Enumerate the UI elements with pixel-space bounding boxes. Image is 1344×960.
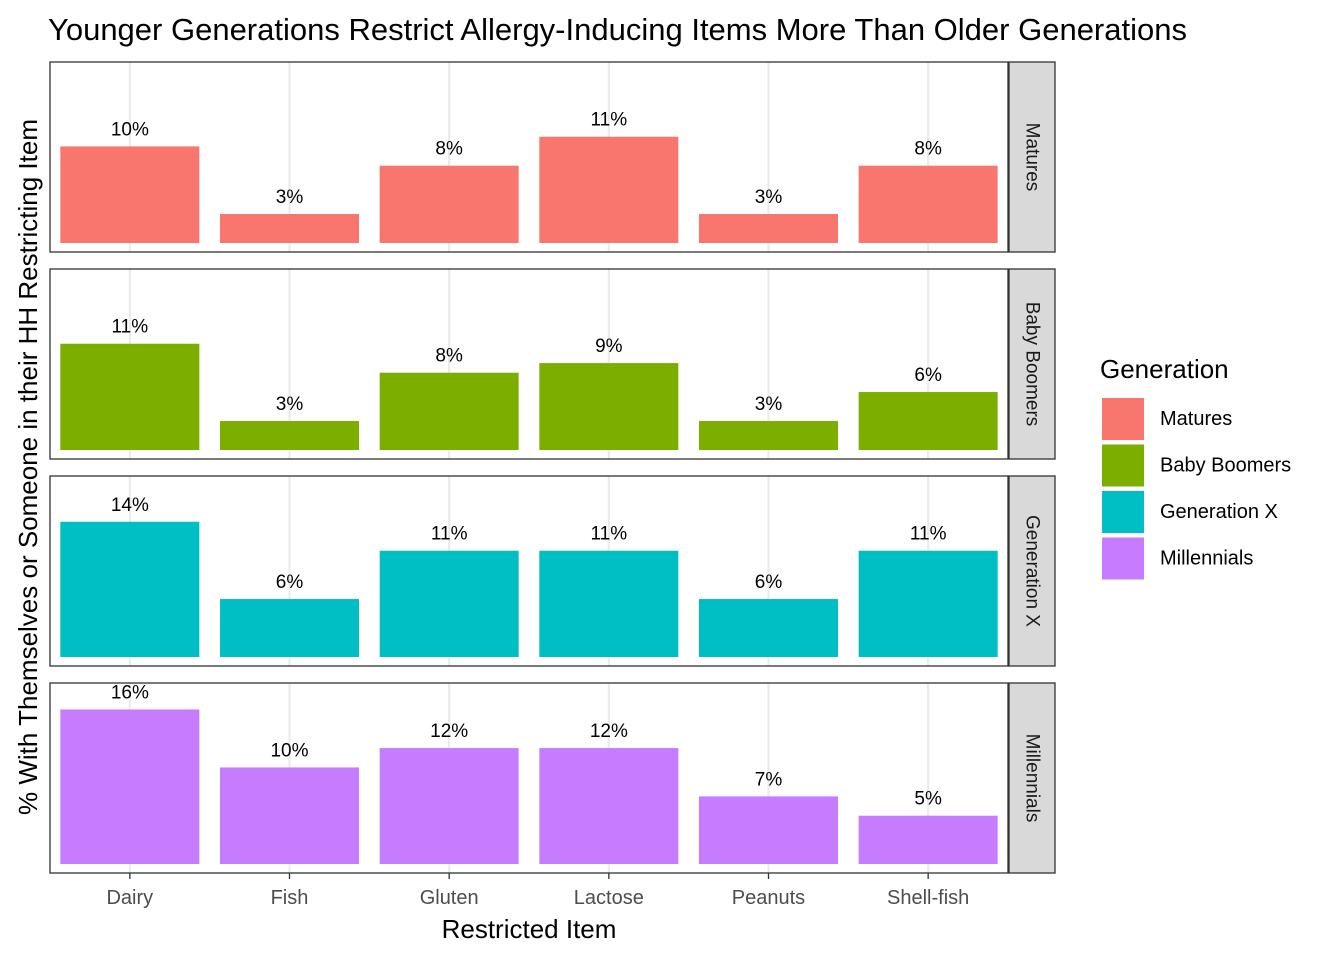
x-tick-label: Gluten — [420, 887, 479, 909]
bar — [539, 136, 679, 243]
data-label: 6% — [276, 572, 304, 593]
x-tick-label: Peanuts — [732, 887, 805, 909]
bar — [379, 372, 519, 450]
data-label: 3% — [755, 394, 783, 415]
data-label: 8% — [435, 139, 463, 160]
legend-key — [1102, 444, 1144, 487]
chart-title: Younger Generations Restrict Allergy-Ind… — [48, 12, 1187, 47]
facet-strip — [1008, 61, 1056, 253]
data-label: 16% — [111, 682, 149, 703]
data-label: 5% — [914, 789, 942, 810]
data-label: 3% — [276, 394, 304, 415]
data-label: 10% — [111, 119, 149, 140]
bar — [60, 521, 200, 657]
bar — [858, 165, 998, 243]
panel-background — [50, 269, 1008, 459]
facet-strip — [1008, 268, 1056, 460]
legend-title: Generation — [1100, 354, 1229, 384]
facet-panel: 16% 10% 12% 12% 7% 5% Millennials — [49, 682, 1056, 874]
bar — [379, 748, 519, 864]
x-tick-label: Lactose — [574, 887, 644, 909]
data-label: 12% — [430, 721, 468, 742]
panel-background — [50, 62, 1008, 252]
bar — [60, 709, 200, 864]
bar — [699, 214, 838, 243]
legend-key — [1102, 537, 1144, 580]
bar — [220, 599, 359, 657]
bar — [539, 748, 679, 864]
bar — [539, 550, 679, 657]
data-label: 9% — [595, 336, 623, 357]
data-label: 8% — [914, 139, 942, 160]
data-label: 7% — [755, 769, 783, 790]
bar — [539, 363, 679, 450]
legend-key — [1102, 398, 1144, 440]
panel-border — [49, 475, 1009, 667]
bar — [699, 599, 838, 657]
bar — [60, 343, 200, 450]
data-label: 11% — [910, 524, 947, 545]
x-tick-label: Dairy — [106, 887, 153, 909]
facet-panels: 10% 3% 8% 11% 3% 8% Matures 11% 3% 8% 9% 3% 6% Baby B… — [49, 61, 1056, 874]
panel-border — [49, 268, 1009, 460]
panel-border — [49, 682, 1009, 874]
data-label: 11% — [591, 524, 628, 545]
data-label: 11% — [591, 110, 628, 131]
legend-label: Generation X — [1160, 501, 1278, 523]
panel-border — [49, 61, 1009, 253]
bar — [858, 550, 998, 657]
bar — [220, 767, 359, 864]
bar — [220, 214, 359, 243]
x-axis-ticks: Dairy Fish Gluten Lactose Peanuts Shell-fish — [106, 873, 969, 909]
data-label: 6% — [914, 365, 942, 386]
bar — [220, 421, 359, 450]
bar — [379, 550, 519, 657]
data-label: 3% — [276, 187, 304, 208]
bar — [699, 796, 838, 864]
bar — [379, 165, 519, 243]
legend-label: Baby Boomers — [1160, 455, 1291, 477]
bar — [858, 392, 998, 450]
legend-label: Millennials — [1160, 548, 1253, 570]
panel-background — [50, 476, 1008, 666]
facet-panel: 10% 3% 8% 11% 3% 8% Matures — [49, 61, 1056, 253]
y-axis-title: % With Themselves or Someone in their HH… — [13, 119, 43, 815]
data-label: 11% — [431, 524, 468, 545]
facet-panel: 11% 3% 8% 9% 3% 6% Baby Boomers — [49, 268, 1056, 460]
data-label: 11% — [112, 317, 149, 338]
bar — [60, 146, 200, 243]
x-tick-label: Fish — [271, 887, 309, 909]
facet-strip — [1008, 682, 1056, 874]
legend: Generation Matures Baby Boomers Generation… — [1100, 354, 1291, 580]
bar — [858, 815, 998, 864]
facet-strip — [1008, 475, 1056, 667]
facet-panel: 14% 6% 11% 11% 6% 11% Generation X — [49, 475, 1056, 667]
facet-strip-label: Baby Boomers — [1022, 302, 1043, 427]
facet-strip-label: Millennials — [1022, 734, 1043, 823]
facet-strip-label: Matures — [1022, 123, 1043, 192]
data-label: 12% — [590, 721, 628, 742]
legend-key — [1102, 491, 1144, 533]
panel-background — [50, 683, 1008, 873]
bar — [699, 421, 838, 450]
data-label: 6% — [755, 572, 783, 593]
data-label: 14% — [111, 495, 149, 516]
x-axis-title: Restricted Item — [442, 914, 617, 944]
facet-strip-label: Generation X — [1022, 515, 1043, 627]
legend-label: Matures — [1160, 408, 1232, 430]
x-tick-label: Shell-fish — [887, 887, 969, 909]
data-label: 3% — [755, 187, 783, 208]
data-label: 8% — [435, 346, 463, 367]
data-label: 10% — [270, 740, 308, 761]
